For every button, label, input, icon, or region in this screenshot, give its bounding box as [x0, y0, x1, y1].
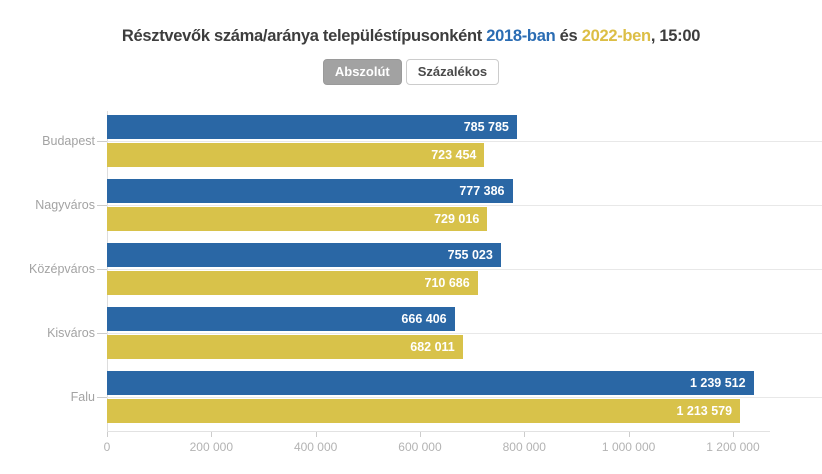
gridline: [107, 205, 822, 206]
value-label: 1 239 512: [689, 376, 746, 390]
category-row-falu: Falu 1 239 512 1 213 579: [0, 371, 822, 423]
category-plot-area: 1 239 512 1 213 579: [107, 371, 822, 423]
x-axis-tick: [524, 432, 526, 437]
value-label: 785 785: [463, 120, 509, 134]
view-mode-toggle: Abszolút Százalékos: [0, 59, 822, 85]
bar-2022-falu[interactable]: 1 213 579: [107, 399, 741, 423]
x-axis-tick-label: 1 000 000: [601, 440, 656, 454]
title-conjunction: és: [555, 27, 582, 45]
category-plot-area: 785 785 723 454: [107, 115, 822, 167]
value-label: 710 686: [424, 276, 470, 290]
bar-2022-középváros[interactable]: 710 686: [107, 271, 478, 295]
x-axis-tick-label: 0: [103, 440, 111, 454]
category-plot-area: 777 386 729 016: [107, 179, 822, 231]
x-axis-tick: [315, 432, 317, 437]
category-row-középváros: Középváros 755 023 710 686: [0, 243, 822, 295]
category-tick: [97, 140, 107, 142]
category-tick: [97, 268, 107, 270]
value-label: 682 011: [410, 340, 455, 354]
x-axis-tick: [419, 432, 421, 437]
category-row-budapest: Budapest 785 785 723 454: [0, 115, 822, 167]
bar-2022-budapest[interactable]: 723 454: [107, 143, 485, 167]
value-label: 729 016: [434, 212, 480, 226]
category-plot-area: 755 023 710 686: [107, 243, 822, 295]
bar-2018-falu[interactable]: 1 239 512: [107, 371, 754, 395]
category-tick: [97, 332, 107, 334]
percent-button[interactable]: Százalékos: [405, 59, 500, 85]
chart-page: Résztvevők száma/aránya településtípuson…: [0, 26, 822, 457]
category-tick: [97, 396, 107, 398]
gridline: [107, 397, 822, 398]
bar-2018-nagyváros[interactable]: 777 386: [107, 179, 513, 203]
x-axis-tick: [628, 432, 630, 437]
category-row-kisváros: Kisváros 666 406 682 011: [0, 307, 822, 359]
x-axis-tick-label: 400 000: [293, 440, 338, 454]
title-prefix: Résztvevők száma/aránya településtípuson…: [121, 27, 487, 45]
category-label: Budapest: [42, 134, 95, 148]
category-label: Középváros: [28, 262, 95, 276]
gridline: [107, 141, 822, 142]
gridline: [107, 269, 822, 270]
x-axis-tick: [107, 432, 108, 437]
value-label: 723 454: [431, 148, 477, 162]
x-axis-tick: [732, 432, 734, 437]
value-label: 666 406: [401, 312, 447, 326]
bar-2022-kisváros[interactable]: 682 011: [107, 335, 463, 359]
category-label: Kisváros: [47, 326, 95, 340]
category-label: Falu: [70, 390, 95, 404]
x-axis-tick-label: 200 000: [189, 440, 234, 454]
value-label: 755 023: [447, 248, 493, 262]
value-label: 1 213 579: [676, 404, 733, 418]
x-axis-tick-label: 600 000: [398, 440, 442, 454]
x-axis-tick-label: 1 200 000: [706, 440, 760, 454]
bar-2022-nagyváros[interactable]: 729 016: [107, 207, 488, 231]
category-row-nagyváros: Nagyváros 777 386 729 016: [0, 179, 822, 231]
bar-chart: Budapest 785 785 723 454 Nagyváros 777 386 72…: [0, 111, 822, 457]
category-tick: [97, 204, 107, 206]
chart-rows: Budapest 785 785 723 454 Nagyváros 777 386 72…: [0, 115, 822, 423]
x-axis-tick: [211, 432, 213, 437]
title-year-2022: 2022-ben: [581, 27, 651, 45]
x-axis: 0 200 000 400 000 600 000 800 000 1 000 000 1 …: [103, 431, 770, 457]
title-year-2018: 2018-ban: [486, 27, 556, 45]
value-label: 777 386: [459, 184, 505, 198]
bar-2018-középváros[interactable]: 755 023: [107, 243, 501, 267]
category-plot-area: 666 406 682 011: [107, 307, 822, 359]
chart-title: Résztvevők száma/aránya településtípuson…: [10, 26, 812, 46]
bar-2018-budapest[interactable]: 785 785: [107, 115, 517, 139]
category-label: Nagyváros: [35, 198, 95, 212]
title-suffix: , 15:00: [650, 27, 701, 45]
bar-2018-kisváros[interactable]: 666 406: [107, 307, 455, 331]
gridline: [107, 333, 822, 334]
x-axis-tick-label: 800 000: [502, 440, 546, 454]
absolute-button[interactable]: Abszolút: [322, 59, 402, 85]
